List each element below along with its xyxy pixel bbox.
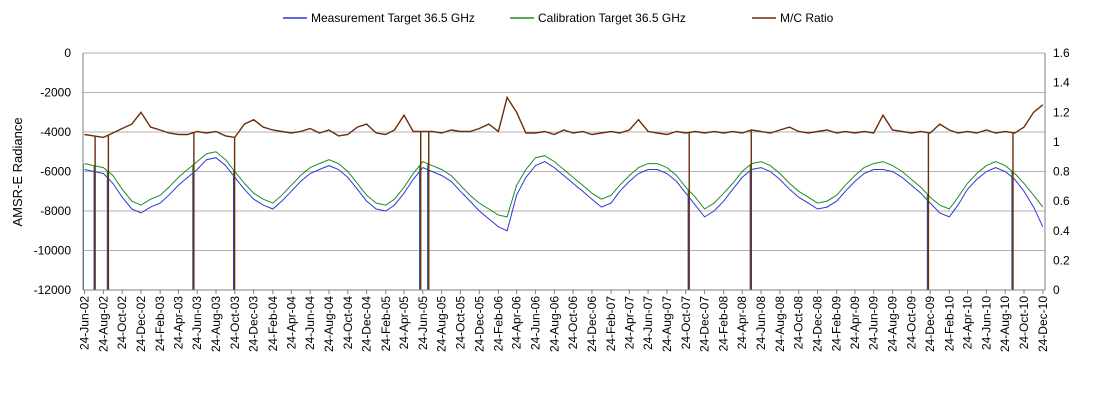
- series-line: [84, 157, 1044, 232]
- x-tick-label: 24-Dec-09: [923, 296, 937, 352]
- y2-tick-label: 1: [1053, 135, 1060, 149]
- x-tick-label: 24-Dec-06: [585, 296, 599, 352]
- y-tick-label: -12000: [34, 283, 72, 297]
- y-tick-label: -10000: [34, 244, 72, 258]
- x-tick-label: 24-Apr-04: [284, 296, 298, 350]
- x-tick-label: 24-Dec-03: [247, 296, 261, 352]
- x-tick-label: 24-Dec-10: [1036, 296, 1050, 352]
- x-tick-label: 24-Oct-10: [1017, 296, 1031, 350]
- x-tick-label: 24-Feb-09: [830, 296, 844, 352]
- series-line: [84, 95, 1044, 139]
- y-tick-label: -4000: [40, 125, 71, 139]
- x-tick-label: 24-Oct-02: [115, 296, 129, 350]
- x-tick-label: 24-Feb-08: [717, 296, 731, 352]
- x-tick-label: 24-Jun-09: [867, 296, 881, 350]
- y-tick-label: 0: [64, 46, 71, 60]
- y-tick-label: -6000: [40, 165, 71, 179]
- x-tick-label: 24-Aug-07: [660, 296, 674, 352]
- x-tick-label: 24-Apr-07: [622, 296, 636, 350]
- x-tick-label: 24-Jun-05: [416, 296, 430, 350]
- x-tick-label: 24-Dec-04: [360, 296, 374, 352]
- legend-label: M/C Ratio: [780, 11, 834, 25]
- x-tick-label: 24-Aug-06: [547, 296, 561, 352]
- x-tick-label: 24-Apr-03: [171, 296, 185, 350]
- series-layer: [82, 95, 1044, 290]
- y-tick-label: -8000: [40, 204, 71, 218]
- x-tick-label: 24-Feb-04: [266, 296, 280, 352]
- x-tick-label: 24-Feb-05: [379, 296, 393, 352]
- x-tick-label: 24-Jun-08: [754, 296, 768, 350]
- x-tick-label: 24-Aug-09: [886, 296, 900, 352]
- legend-label: Measurement Target 36.5 GHz: [311, 11, 475, 25]
- x-tick-label: 24-Feb-07: [604, 296, 618, 352]
- x-tick-label: 24-Aug-05: [435, 296, 449, 352]
- y2-tick-label: 0.6: [1053, 194, 1070, 208]
- x-tick-label: 24-Dec-08: [811, 296, 825, 352]
- y-axis-title: AMSR-E Radiance: [10, 117, 25, 226]
- x-tick-label: 24-Oct-06: [566, 296, 580, 350]
- x-tick-label: 24-Apr-10: [961, 296, 975, 350]
- axis-layer: 0 -2000 -4000 -6000 -8000 -10000 -12000 1.6 1.4 1…: [34, 46, 1070, 352]
- y2-tick-label: 0: [1053, 283, 1060, 297]
- grid-layer: [83, 52, 1045, 291]
- x-tick-label: 24-Aug-04: [322, 296, 336, 352]
- x-tick-label: 24-Oct-08: [792, 296, 806, 350]
- x-tick-label: 24-Apr-06: [510, 296, 524, 350]
- legend-layer: Measurement Target 36.5 GHz Calibration T…: [283, 11, 834, 25]
- x-tick-label: 24-Feb-06: [491, 296, 505, 352]
- x-tick-label: 24-Dec-07: [698, 296, 712, 352]
- y2-tick-label: 0.2: [1053, 253, 1070, 267]
- x-tick-label: 24-Jun-10: [979, 296, 993, 350]
- legend-label: Calibration Target 36.5 GHz: [538, 11, 686, 25]
- y2-tick-label: 1.2: [1053, 105, 1070, 119]
- series-line: [84, 151, 1044, 218]
- x-tick-label: 24-Aug-03: [209, 296, 223, 352]
- x-tick-label: 24-Apr-05: [397, 296, 411, 350]
- x-tick-label: 24-Aug-10: [998, 296, 1012, 352]
- x-tick-label: 24-Jun-07: [641, 296, 655, 350]
- x-tick-label: 24-Apr-08: [735, 296, 749, 350]
- x-tick-label: 24-Jun-02: [78, 296, 92, 350]
- y2-tick-label: 0.8: [1053, 165, 1070, 179]
- x-tick-label: 24-Oct-09: [904, 296, 918, 350]
- y2-tick-label: 1.6: [1053, 46, 1070, 60]
- x-tick-label: 24-Jun-04: [303, 296, 317, 350]
- x-tick-label: 24-Oct-05: [453, 296, 467, 350]
- x-tick-label: 24-Aug-08: [773, 296, 787, 352]
- y2-tick-label: 1.4: [1053, 76, 1070, 90]
- x-tick-label: 24-Feb-03: [153, 296, 167, 352]
- x-tick-label: 24-Jun-03: [190, 296, 204, 350]
- y2-tick-label: 0.4: [1053, 224, 1070, 238]
- x-tick-label: 24-Apr-09: [848, 296, 862, 350]
- x-tick-label: 24-Aug-02: [96, 296, 110, 352]
- x-tick-label: 24-Jun-06: [528, 296, 542, 350]
- x-tick-label: 24-Dec-05: [472, 296, 486, 352]
- x-tick-label: 24-Dec-02: [134, 296, 148, 352]
- x-tick-label: 24-Oct-03: [228, 296, 242, 350]
- x-tick-label: 24-Oct-04: [341, 296, 355, 350]
- x-tick-label: 24-Feb-10: [942, 296, 956, 352]
- x-tick-label: 24-Oct-07: [679, 296, 693, 350]
- y-tick-label: -2000: [40, 86, 71, 100]
